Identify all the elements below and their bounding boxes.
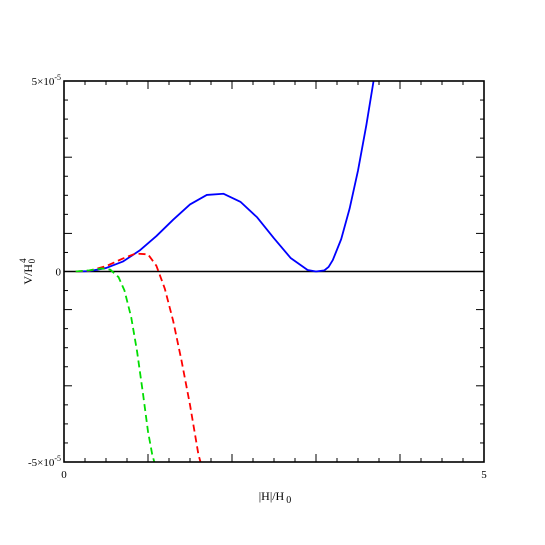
series-line-green-dashed — [75, 267, 156, 462]
series-line-red-dashed — [75, 252, 202, 462]
y-tick-label-zero: 0 — [56, 267, 62, 279]
y-tick-label-top: 5×10-5 — [32, 73, 61, 88]
plot-frame — [63, 80, 485, 463]
series-layer — [75, 81, 375, 462]
series-line-blue — [75, 81, 375, 273]
y-axis-label: V/H40 — [18, 258, 37, 285]
x-tick-label-max: 5 — [481, 469, 487, 481]
x-axis-label: |H|/H 0 — [259, 489, 291, 506]
y-tick-label-bottom: -5×10-5 — [28, 454, 61, 469]
x-tick-label-min: 0 — [61, 469, 67, 481]
